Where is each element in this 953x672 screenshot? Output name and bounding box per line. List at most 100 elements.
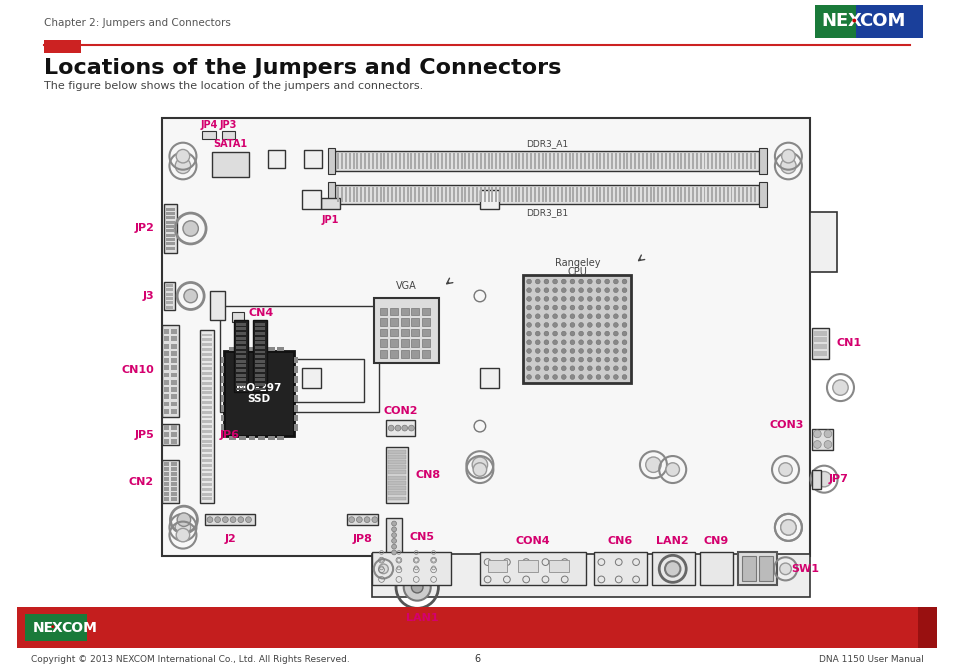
Bar [626,187,628,202]
Bar [238,347,245,351]
Bar [166,229,175,233]
Bar [164,493,170,497]
Bar [202,430,212,433]
Bar [491,187,493,202]
Bar [25,614,88,641]
Bar [220,376,224,383]
Bar [668,187,670,202]
Bar [232,312,243,322]
Circle shape [613,358,618,362]
Bar [166,208,175,210]
Bar [335,185,759,204]
Bar [719,187,720,202]
Bar [349,187,351,202]
Text: J2: J2 [224,534,235,544]
Bar [638,187,639,202]
Bar [445,187,447,202]
Bar [610,187,612,202]
Bar [219,306,378,412]
Bar [345,153,347,169]
Circle shape [604,349,609,353]
Text: CN10: CN10 [121,365,153,375]
Circle shape [613,349,618,353]
Bar [541,153,543,169]
Circle shape [587,374,592,380]
Bar [417,187,419,202]
Text: CN6: CN6 [606,536,632,546]
Bar [711,153,713,169]
Circle shape [823,441,831,448]
Bar [164,439,170,444]
Bar [268,347,274,351]
Circle shape [560,288,565,292]
Bar [472,153,474,169]
Circle shape [816,472,831,487]
Bar [224,351,294,435]
Circle shape [560,340,565,345]
Bar [813,337,826,342]
Circle shape [388,425,394,431]
Bar [390,339,397,347]
Bar [200,330,213,503]
Bar [549,187,551,202]
Bar [593,552,646,585]
Bar [235,327,245,331]
Bar [164,373,170,378]
Bar [759,149,766,173]
Circle shape [349,517,355,523]
Circle shape [570,296,575,301]
Circle shape [578,305,583,310]
Bar [553,153,555,169]
Bar [411,308,418,315]
Circle shape [560,279,565,284]
Bar [734,187,736,202]
Bar [164,282,175,310]
Bar [702,153,705,169]
Bar [738,552,776,585]
Circle shape [207,517,213,523]
Bar [679,153,681,169]
Bar [202,401,212,404]
Bar [557,153,558,169]
Bar [557,187,558,202]
Bar [406,187,408,202]
Bar [687,187,689,202]
Bar [221,131,234,139]
Bar [372,153,374,169]
Bar [379,308,387,315]
Bar [202,439,212,443]
Bar [741,153,743,169]
Bar [491,153,493,169]
Bar [235,360,245,363]
Circle shape [613,314,618,319]
Bar [813,331,826,335]
Bar [745,153,747,169]
Bar [162,325,179,417]
Bar [691,187,693,202]
Text: CN8: CN8 [415,470,440,480]
Bar [456,187,458,202]
Circle shape [552,288,557,292]
Circle shape [587,331,592,336]
Bar [711,187,713,202]
Bar [202,454,212,457]
Bar [164,468,170,471]
Circle shape [613,374,618,380]
Circle shape [578,374,583,380]
Circle shape [560,296,565,301]
Bar [164,432,170,437]
Bar [388,470,405,474]
Bar [602,153,604,169]
Circle shape [560,374,565,380]
Circle shape [587,323,592,327]
Circle shape [184,289,197,303]
Bar [560,187,562,202]
Bar [368,153,370,169]
Circle shape [570,366,575,371]
Circle shape [535,340,539,345]
Circle shape [392,544,396,549]
Circle shape [535,279,539,284]
Circle shape [214,517,220,523]
Bar [400,350,408,358]
Circle shape [560,305,565,310]
